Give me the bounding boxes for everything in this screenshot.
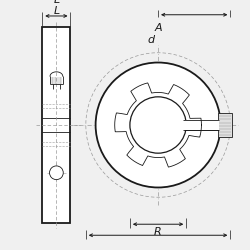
Text: L: L — [53, 6, 60, 16]
Circle shape — [50, 166, 63, 180]
Text: A: A — [154, 23, 162, 33]
Bar — [42, 27, 70, 223]
Bar — [184, 120, 219, 130]
Text: L: L — [53, 0, 60, 5]
Circle shape — [130, 97, 186, 153]
Circle shape — [96, 62, 220, 188]
Text: R: R — [154, 226, 162, 236]
Bar — [218, 113, 232, 137]
Text: d: d — [148, 36, 155, 46]
